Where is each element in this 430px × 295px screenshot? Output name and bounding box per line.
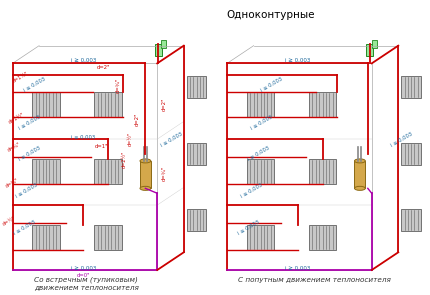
Text: d=1": d=1" xyxy=(94,144,108,149)
Text: d=¾": d=¾" xyxy=(162,166,166,181)
Bar xyxy=(140,161,151,188)
Bar xyxy=(309,92,336,117)
Bar xyxy=(401,209,421,231)
Bar xyxy=(187,143,206,165)
Ellipse shape xyxy=(140,186,151,190)
Text: d=2": d=2" xyxy=(135,113,140,126)
Bar xyxy=(309,159,336,184)
Bar xyxy=(401,143,421,165)
Bar xyxy=(32,159,60,184)
Ellipse shape xyxy=(354,159,366,163)
Text: i ≥ 0,003: i ≥ 0,003 xyxy=(71,58,96,63)
Text: i ≥ 0,003: i ≥ 0,003 xyxy=(285,266,310,271)
Text: i ≥ 0,003: i ≥ 0,003 xyxy=(240,182,263,199)
Bar xyxy=(309,225,336,250)
Bar xyxy=(247,159,274,184)
Text: d=¾": d=¾" xyxy=(5,178,20,189)
Bar xyxy=(354,161,366,188)
Bar xyxy=(94,92,122,117)
Text: Со встречным (тупиковым)
движением теплоносителя: Со встречным (тупиковым) движением тепло… xyxy=(34,277,139,290)
Bar xyxy=(187,209,206,231)
Text: d=2": d=2" xyxy=(162,98,166,112)
Text: d=½": d=½" xyxy=(128,132,133,146)
Text: d=½": d=½" xyxy=(2,215,17,227)
Bar xyxy=(247,225,274,250)
Text: i ≥ 0,003: i ≥ 0,003 xyxy=(237,219,261,236)
Bar xyxy=(32,92,60,117)
Bar xyxy=(187,76,206,98)
Bar xyxy=(366,44,373,55)
Text: d=1½": d=1½" xyxy=(12,71,29,84)
Bar xyxy=(401,76,421,98)
Text: Одноконтурные: Одноконтурные xyxy=(226,10,315,20)
Text: i ≥ 0,003: i ≥ 0,003 xyxy=(260,76,283,92)
Text: d=2": d=2" xyxy=(96,65,110,70)
Text: i ≥ 0,003: i ≥ 0,003 xyxy=(18,146,41,162)
Text: i ≥ 0,003: i ≥ 0,003 xyxy=(71,135,95,140)
Text: d=0": d=0" xyxy=(77,273,90,278)
Text: i ≥ 0,003: i ≥ 0,003 xyxy=(71,266,96,271)
Bar xyxy=(155,44,162,55)
Bar xyxy=(372,40,377,47)
Ellipse shape xyxy=(140,159,151,163)
Text: i ≥ 0,003: i ≥ 0,003 xyxy=(15,182,38,199)
Text: i ≥ 0,003: i ≥ 0,003 xyxy=(12,219,36,236)
Bar xyxy=(161,40,166,47)
Text: d=2½": d=2½" xyxy=(122,150,127,168)
Bar xyxy=(94,225,122,250)
Ellipse shape xyxy=(354,186,366,190)
Bar xyxy=(32,225,60,250)
Text: i ≥ 0,003: i ≥ 0,003 xyxy=(285,58,310,63)
Bar xyxy=(247,92,274,117)
Text: d=1½": d=1½" xyxy=(8,112,25,125)
Text: i ≥ 0,003: i ≥ 0,003 xyxy=(18,114,41,131)
Text: i ≥ 0,003: i ≥ 0,003 xyxy=(160,131,184,147)
Text: d=¾": d=¾" xyxy=(7,141,22,153)
Text: i ≥ 0,003: i ≥ 0,003 xyxy=(247,146,270,162)
Text: i ≥ 0,003: i ≥ 0,003 xyxy=(22,76,46,92)
Text: i ≥ 0,003: i ≥ 0,003 xyxy=(250,114,273,131)
Text: С попутным движением теплоносителя: С попутным движением теплоносителя xyxy=(238,277,391,283)
Bar xyxy=(94,159,122,184)
Text: d=¾": d=¾" xyxy=(115,77,120,93)
Text: i ≥ 0,003: i ≥ 0,003 xyxy=(390,131,413,147)
